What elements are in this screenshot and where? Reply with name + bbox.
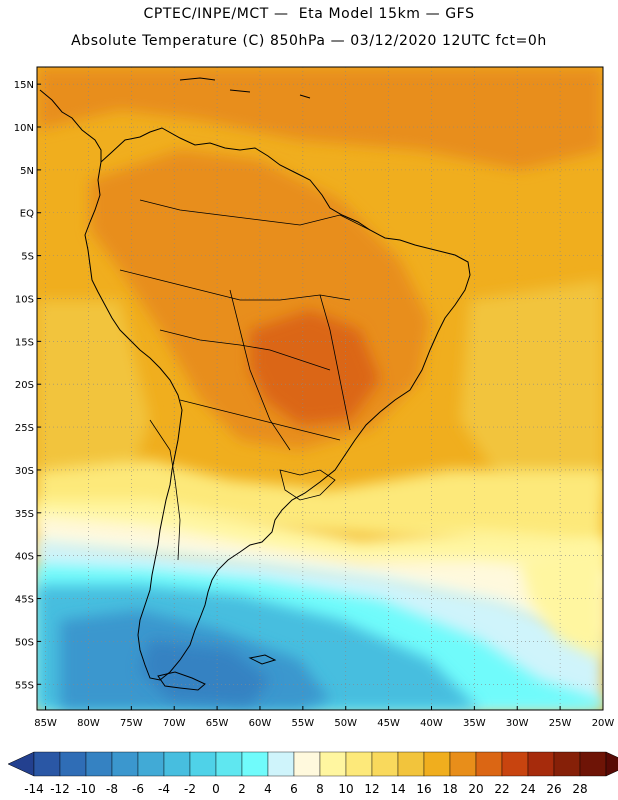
lon-label: 40W <box>420 718 443 729</box>
lat-label: 20S <box>15 380 34 391</box>
latitude-labels: 15N 10N 5N EQ 5S 10S 15S 20S 25S 30S 35S 40S 45S 50S 5… <box>14 80 34 691</box>
lon-label: 50W <box>334 718 357 729</box>
south-america-coastline <box>84 127 471 681</box>
lat-label: EQ <box>20 209 34 220</box>
lon-label: 60W <box>249 718 272 729</box>
lat-label: 15N <box>14 80 34 91</box>
lon-label: 85W <box>34 718 57 729</box>
colorbar-cell <box>137 751 165 777</box>
colorbar-label: 20 <box>468 782 483 796</box>
colorbar-label: 24 <box>520 782 535 796</box>
colorbar-label: 28 <box>572 782 587 796</box>
lat-label: 25S <box>15 423 34 434</box>
colorbar-label: 10 <box>338 782 353 796</box>
shade-m8c-core <box>140 640 270 705</box>
lat-label: 10N <box>14 123 34 134</box>
colorbar-label: 12 <box>364 782 379 796</box>
lat-lon-grid <box>37 67 604 710</box>
colorbar: -14 -12 -10 -8 -6 -4 -2 0 2 4 6 8 10 12 14 16 18 20 22 24 26… <box>7 751 618 796</box>
colorbar-cell <box>345 751 373 777</box>
colorbar-label: 22 <box>494 782 509 796</box>
lon-label: 55W <box>292 718 315 729</box>
central-america-coastline <box>39 89 102 162</box>
colorbar-cell <box>33 751 61 777</box>
lon-label: 20W <box>592 718 615 729</box>
colorbar-cell <box>189 751 217 777</box>
shade-18c-atlantic <box>460 280 603 500</box>
lat-label: 45S <box>15 595 34 606</box>
colorbar-cell <box>423 751 451 777</box>
lat-label: 5N <box>20 166 34 177</box>
country-borders <box>119 199 371 561</box>
lon-label: 80W <box>77 718 100 729</box>
colorbar-label: -2 <box>184 782 196 796</box>
colorbar-cell <box>59 751 87 777</box>
colorbar-label: -10 <box>76 782 96 796</box>
caribbean-islands <box>179 77 311 99</box>
colorbar-cells <box>7 751 618 777</box>
colorbar-cell <box>579 751 607 777</box>
colorbar-cell <box>267 751 295 777</box>
lat-label: 15S <box>15 337 34 348</box>
falklands <box>248 654 277 665</box>
tierra-del-fuego <box>157 671 206 691</box>
colorbar-label: 26 <box>546 782 561 796</box>
colorbar-cell <box>449 751 477 777</box>
colorbar-cell <box>241 751 269 777</box>
colorbar-cell <box>527 751 555 777</box>
colorbar-label: 14 <box>390 782 405 796</box>
colorbar-cell <box>111 751 139 777</box>
lon-label: 25W <box>549 718 572 729</box>
colorbar-label: 16 <box>416 782 431 796</box>
colorbar-label: 2 <box>238 782 246 796</box>
lon-label: 70W <box>163 718 186 729</box>
lon-label: 30W <box>506 718 529 729</box>
colorbar-label: -8 <box>106 782 118 796</box>
lat-label: 35S <box>15 509 34 520</box>
colorbar-label: 0 <box>212 782 220 796</box>
lat-label: 50S <box>15 637 34 648</box>
colorbar-label: -12 <box>50 782 70 796</box>
map-frame <box>36 66 604 711</box>
shade-10c-tongue <box>520 540 603 660</box>
colorbar-cell <box>85 751 113 777</box>
colorbar-cell <box>215 751 243 777</box>
longitude-labels: 85W 80W 75W 70W 65W 60W 55W 50W 45W 40W 35W 30W 25W 2… <box>34 718 614 729</box>
colorbar-cell <box>163 751 191 777</box>
colorbar-label: -6 <box>132 782 144 796</box>
colorbar-label: -14 <box>24 782 44 796</box>
colorbar-label: 4 <box>264 782 272 796</box>
colorbar-label: -4 <box>158 782 170 796</box>
colorbar-labels: -14 -12 -10 -8 -6 -4 -2 0 2 4 6 8 10 12 14 16 18 20 22 24 26… <box>24 782 587 796</box>
lat-label: 10S <box>15 294 34 305</box>
lon-label: 45W <box>377 718 400 729</box>
lon-label: 35W <box>463 718 486 729</box>
shade-18c-pacific <box>37 300 150 480</box>
chart-title-line2: Absolute Temperature (C) 850hPa — 03/12/… <box>71 33 547 49</box>
colorbar-cell <box>475 751 503 777</box>
colorbar-cell <box>319 751 347 777</box>
lat-label: 30S <box>15 466 34 477</box>
colorbar-under-triangle <box>7 751 35 777</box>
temperature-field <box>37 67 603 710</box>
colorbar-label: 8 <box>316 782 324 796</box>
colorbar-over-triangle <box>605 751 618 777</box>
chart-title-line1: CPTEC/INPE/MCT — Eta Model 15km — GFS <box>143 6 475 22</box>
lon-label: 75W <box>120 718 143 729</box>
shade-24c-core <box>250 310 380 425</box>
coastlines <box>39 77 471 691</box>
shade-22c-north <box>37 67 603 170</box>
colorbar-cell <box>293 751 321 777</box>
colorbar-cell <box>553 751 581 777</box>
colorbar-label: 18 <box>442 782 457 796</box>
lat-label: 40S <box>15 552 34 563</box>
colorbar-label: 6 <box>290 782 298 796</box>
colorbar-cell <box>371 751 399 777</box>
colorbar-cell <box>397 751 425 777</box>
lon-label: 65W <box>206 718 229 729</box>
lat-label: 55S <box>15 680 34 691</box>
colorbar-cell <box>501 751 529 777</box>
lat-label: 5S <box>21 252 34 263</box>
